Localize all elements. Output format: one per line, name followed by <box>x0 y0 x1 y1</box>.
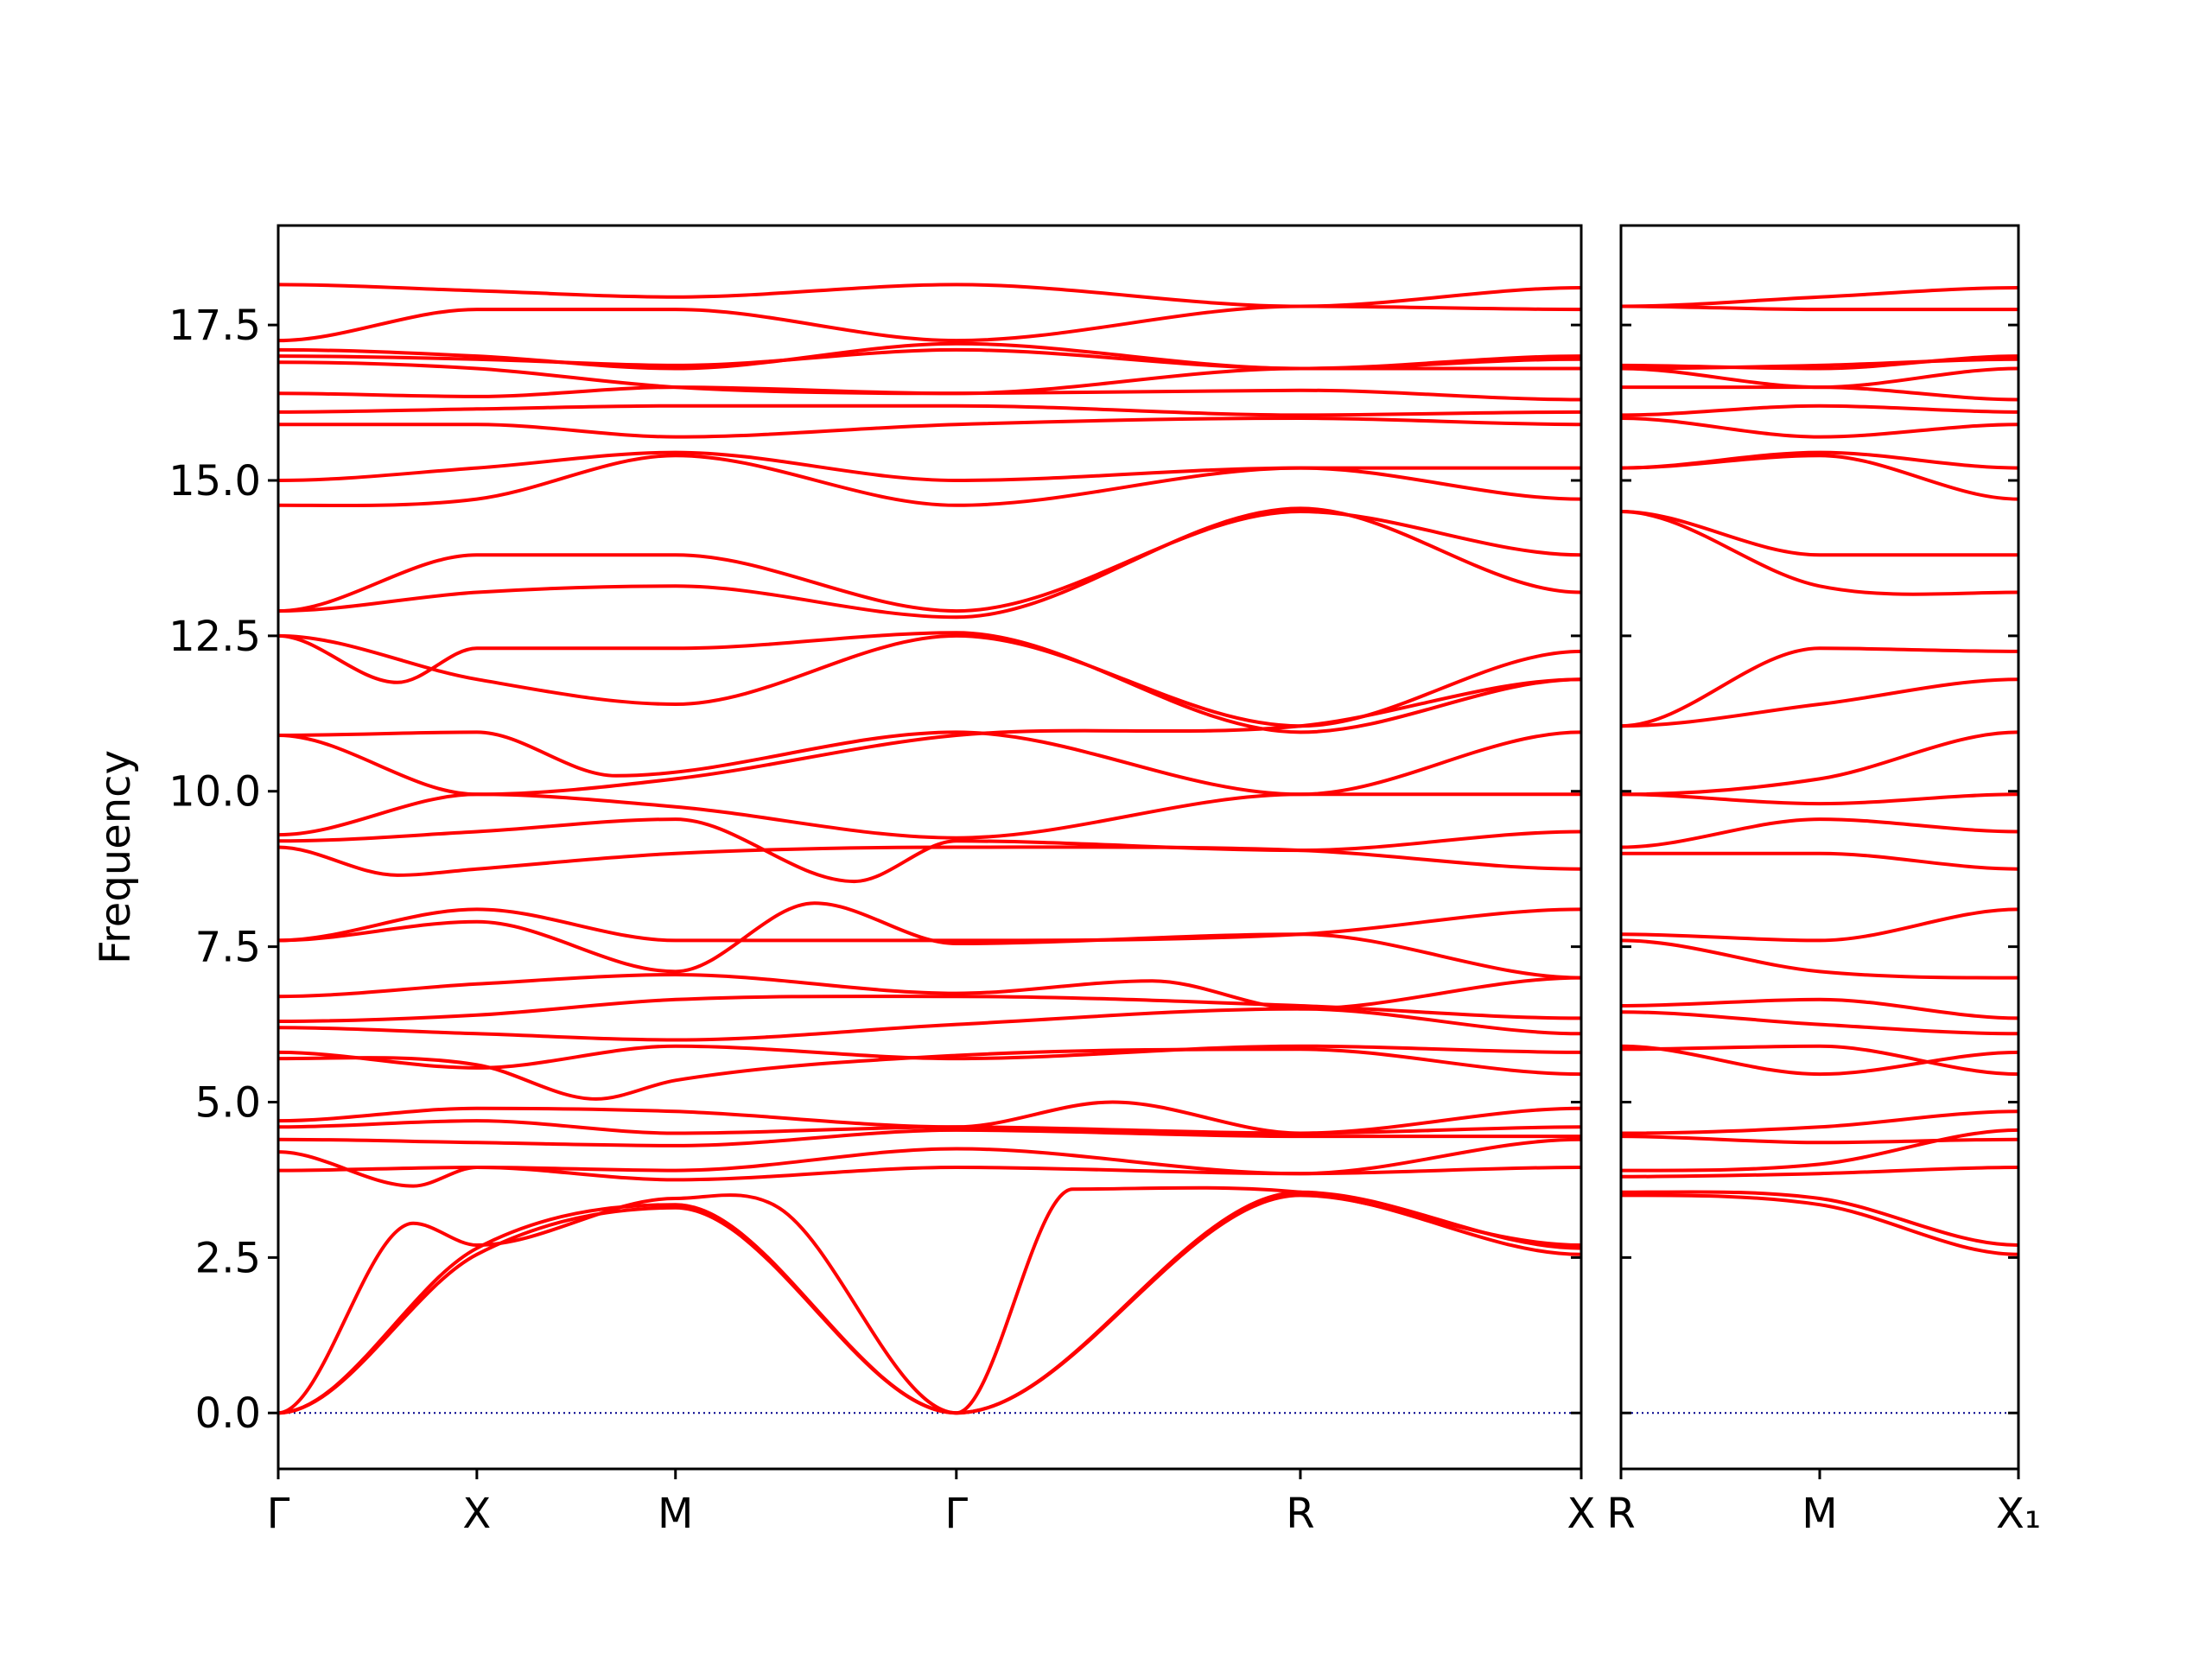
y-axis-label: Frequency <box>92 750 140 964</box>
band-line-left-15 <box>278 845 1581 877</box>
band-line-left-13 <box>278 907 1581 943</box>
band-line-left-9 <box>278 1044 1581 1070</box>
left-x-tick-label: Γ <box>267 1490 290 1538</box>
band-line-right-23 <box>1621 404 2018 417</box>
band-line-left-12 <box>278 973 1581 1011</box>
band-line-left-31 <box>278 341 1581 371</box>
band-line-right-10 <box>1621 938 2018 980</box>
y-tick-label: 15.0 <box>168 457 261 505</box>
right-x-tick-label: R <box>1606 1490 1635 1538</box>
band-line-left-25 <box>278 450 1581 482</box>
band-line-right-11 <box>1621 907 2018 943</box>
y-tick-label: 17.5 <box>168 302 261 350</box>
y-tick-label: 7.5 <box>195 924 261 972</box>
left-panel-data <box>278 283 1581 1415</box>
band-line-left-14 <box>278 901 1581 980</box>
y-tick-label: 2.5 <box>195 1234 261 1282</box>
band-line-right-5 <box>1621 1109 2018 1135</box>
band-line-left-8 <box>278 1047 1581 1101</box>
band-line-right-25 <box>1621 366 2018 390</box>
left-x-tick-label: X <box>1567 1490 1596 1538</box>
plot-layer: Γ X M Γ R X0.02.55.07.510.012.515.017.5R M X₁ <box>168 224 2041 1538</box>
right-x-tick-label: X₁ <box>1996 1490 2041 1538</box>
y-tick-label: 0.0 <box>195 1389 261 1438</box>
band-line-left-23 <box>278 506 1581 620</box>
band-line-left-2 <box>278 1185 1581 1415</box>
band-line-left-7 <box>278 1100 1581 1135</box>
y-tick-label: 5.0 <box>195 1078 261 1127</box>
band-line-left-26 <box>278 416 1581 439</box>
band-line-left-16 <box>278 817 1581 884</box>
band-line-right-19 <box>1621 510 2018 596</box>
right-x-tick-label: M <box>1802 1490 1837 1538</box>
band-line-right-8 <box>1621 1010 2018 1036</box>
band-line-right-29 <box>1621 286 2018 308</box>
band-line-right-9 <box>1621 997 2018 1020</box>
band-line-left-27 <box>278 404 1581 417</box>
band-line-left-1 <box>278 1190 1581 1415</box>
right-panel-data <box>1621 286 2018 1414</box>
left-x-tick-label: M <box>658 1490 693 1538</box>
band-line-right-17 <box>1621 646 2018 728</box>
band-line-right-21 <box>1621 450 2018 470</box>
y-tick-label: 12.5 <box>168 613 261 661</box>
band-line-right-6 <box>1621 1044 2018 1077</box>
band-line-left-24 <box>278 454 1581 508</box>
band-line-left-10 <box>278 1007 1581 1042</box>
band-line-right-12 <box>1621 851 2018 871</box>
band-line-right-7 <box>1621 1044 2018 1077</box>
band-line-right-1 <box>1621 1190 2018 1247</box>
left-axes-frame <box>276 224 1583 1471</box>
band-line-left-5 <box>278 1128 1581 1147</box>
band-line-right-28 <box>1621 304 2018 312</box>
band-line-right-27 <box>1621 354 2018 371</box>
left-x-tick-label: R <box>1286 1490 1314 1538</box>
y-tick-label: 10.0 <box>168 768 261 817</box>
band-line-right-13 <box>1621 817 2018 849</box>
band-line-right-18 <box>1621 510 2018 557</box>
band-line-right-2 <box>1621 1166 2018 1179</box>
band-line-left-20 <box>278 633 1581 728</box>
band-line-right-0 <box>1621 1193 2018 1256</box>
left-x-tick-label: X <box>462 1490 491 1538</box>
band-line-right-4 <box>1621 1135 2018 1145</box>
band-line-left-4 <box>278 1137 1581 1188</box>
band-line-left-21 <box>278 631 1581 734</box>
band-line-right-14 <box>1621 792 2018 806</box>
band-line-right-22 <box>1621 416 2018 439</box>
left-x-tick-label: Γ <box>944 1490 968 1538</box>
band-line-right-3 <box>1621 1128 2018 1173</box>
band-line-right-15 <box>1621 730 2018 797</box>
band-line-left-18 <box>278 730 1581 797</box>
band-line-left-33 <box>278 283 1581 308</box>
band-line-right-16 <box>1621 677 2018 728</box>
